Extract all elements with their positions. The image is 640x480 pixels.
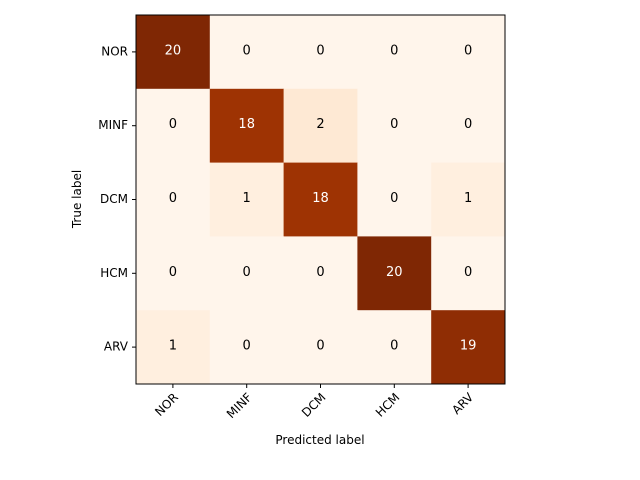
heatmap-cell [283,15,358,90]
heatmap-cell [357,236,432,311]
cell-value-label: 0 [169,191,177,206]
cell-value-label: 0 [243,265,251,280]
heatmap-cell [209,88,285,164]
heatmap-cell [357,88,432,164]
heatmap-cell [357,162,432,237]
cell-value-label: 0 [390,43,398,58]
cell-value-label: 18 [312,191,329,206]
y-tick-label: HCM [100,266,128,280]
y-tick-label: MINF [98,118,128,132]
cell-value-label: 1 [169,339,177,354]
cell-value-label: 0 [169,265,177,280]
cell-value-label: 1 [243,191,251,206]
y-tick-label: ARV [104,340,129,354]
cell-value-label: 0 [316,43,324,58]
heatmap-cell [136,15,211,90]
heatmap-cell [431,236,506,311]
heatmap-cell [283,310,358,385]
heatmap-cell [209,162,285,237]
cell-value-label: 0 [464,117,472,132]
heatmap-cell [357,15,432,90]
cell-value-label: 20 [165,43,182,58]
heatmap-cell [136,310,211,385]
y-tick-label: DCM [100,192,128,206]
cell-value-label: 0 [390,191,398,206]
y-tick-label: NOR [101,44,128,58]
heatmap-cell [431,310,506,385]
cell-value-label: 0 [243,339,251,354]
y-axis-ticks: NOR MINF DCM HCM ARV [98,44,136,354]
heatmap-cell [136,236,211,311]
heatmap-cell [209,236,285,311]
cell-value-label: 0 [243,43,251,58]
cell-value-label: 1 [464,191,472,206]
cell-value-label: 0 [316,265,324,280]
heatmap-cell [209,310,285,385]
heatmap-cell [431,88,506,164]
cell-value-label: 19 [460,339,477,354]
cell-value-label: 0 [390,117,398,132]
cell-value-label: 0 [390,339,398,354]
y-axis-label: True label [70,170,84,229]
cell-value-label: 20 [386,265,403,280]
cell-value-label: 18 [238,117,255,132]
x-axis-label: Predicted label [275,433,364,447]
heatmap-cell [431,15,506,90]
heatmap-cell [357,310,432,385]
heatmap-cell [431,162,506,237]
heatmap-cell [283,88,358,164]
heatmap-cell [136,162,211,237]
heatmap-cell [136,88,211,164]
heatmap-cell [283,162,358,237]
cell-value-label: 0 [464,43,472,58]
cell-value-label: 0 [169,117,177,132]
cell-value-labels: 20 0 0 0 00 18 2 0 00 1 18 0 10 0 0 20 01 0 0 0 19 [165,43,477,353]
cell-value-label: 0 [316,339,324,354]
cell-value-label: 2 [316,117,324,132]
heatmap-cell [283,236,358,311]
cell-value-label: 0 [464,265,472,280]
heatmap-cells [136,15,506,385]
heatmap-cell [209,15,285,90]
